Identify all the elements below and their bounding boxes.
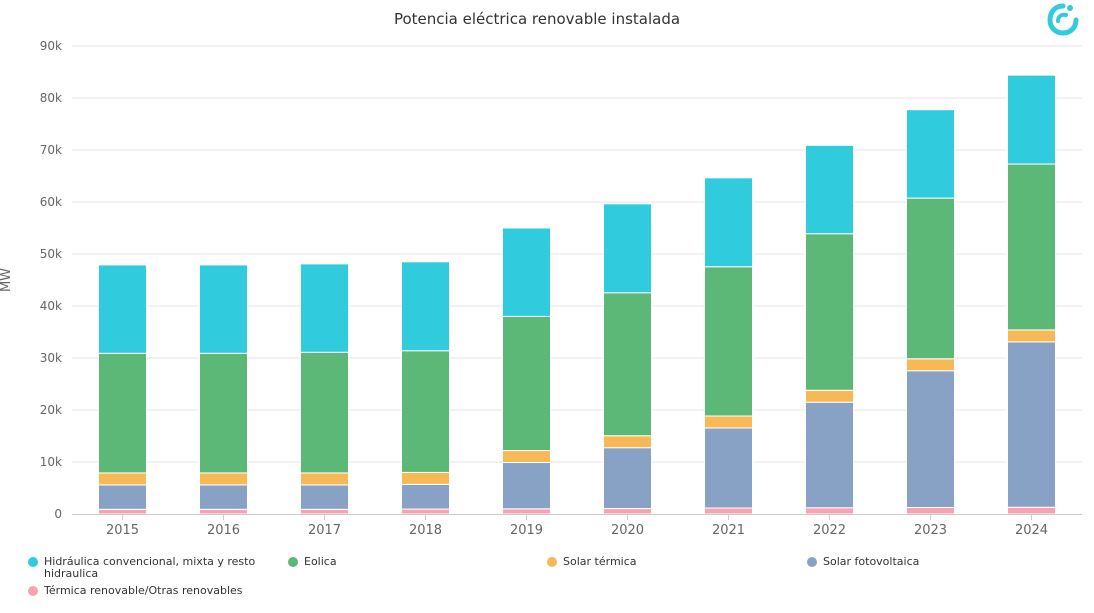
y-tick-label: 30k [40, 351, 62, 365]
x-tick-label: 2020 [611, 523, 644, 538]
bar-segment[interactable] [401, 471, 450, 485]
x-tick-label: 2022 [813, 523, 846, 538]
bar-segment[interactable] [98, 484, 147, 510]
legend-item-eolica[interactable]: Eolica [288, 556, 337, 568]
bar-segment[interactable] [502, 227, 551, 317]
y-tick-label: 90k [40, 39, 62, 53]
x-tick-label: 2023 [914, 523, 947, 538]
bar-segment[interactable] [199, 264, 248, 354]
bar-segment[interactable] [603, 435, 652, 449]
y-tick-label: 60k [40, 195, 62, 209]
bar-segment[interactable] [906, 197, 955, 360]
legend-marker-hidraulica [28, 557, 38, 567]
legend-label-hidraulica: Hidráulica convencional, mixta y resto h… [44, 555, 256, 580]
bar-segment[interactable] [1007, 506, 1056, 515]
stacked-bar-chart: 0 10k 20k 30k 40k 50k 60k 70k 80k 90k MW 2015 2016 20… [0, 39, 1082, 538]
bar-segment[interactable] [98, 264, 147, 354]
legend-item-solar-fotovoltaica[interactable]: Solar fotovoltaica [807, 556, 919, 568]
bar-segment[interactable] [502, 508, 551, 515]
bar-segment[interactable] [401, 261, 450, 352]
legend-item-termica-renovable[interactable]: Térmica renovable/Otras renovables [28, 585, 243, 597]
y-tick-label: 80k [40, 91, 62, 105]
legend-item-hidraulica[interactable]: Hidráulica convencional, mixta y resto h… [28, 556, 288, 580]
bar-segment[interactable] [98, 472, 147, 486]
bar-segment[interactable] [199, 352, 248, 474]
bar-segment[interactable] [805, 144, 854, 235]
bar-segment[interactable] [603, 203, 652, 294]
y-tick-label: 70k [40, 143, 62, 157]
bar-segment[interactable] [1007, 329, 1056, 343]
x-tick-label: 2017 [308, 523, 341, 538]
y-tick-label: 50k [40, 247, 62, 261]
bar-segment[interactable] [401, 350, 450, 473]
bar-segment[interactable] [906, 109, 955, 199]
legend-label-termica-renovable: Térmica renovable/Otras renovables [44, 584, 243, 597]
legend-label-eolica: Eolica [304, 555, 337, 568]
legend-marker-solar-termica [547, 557, 557, 567]
bar-segment[interactable] [199, 484, 248, 510]
legend-marker-termica-renovable [28, 586, 38, 596]
bar-segment[interactable] [502, 462, 551, 510]
bar-segment[interactable] [401, 508, 450, 515]
bar-segment[interactable] [98, 508, 147, 515]
x-tick-label: 2019 [510, 523, 543, 538]
brand-logo-icon [1047, 3, 1079, 36]
bar-segment[interactable] [906, 358, 955, 372]
bar-segment[interactable] [199, 508, 248, 515]
legend-item-solar-termica[interactable]: Solar térmica [547, 556, 637, 568]
x-tick-label: 2021 [712, 523, 745, 538]
bar-segment[interactable] [805, 389, 854, 403]
bar-segment[interactable] [906, 507, 955, 515]
bar-segment[interactable] [300, 508, 349, 515]
bar-segment[interactable] [1007, 341, 1056, 508]
y-tick-label: 20k [40, 403, 62, 417]
x-tick-label: 2016 [207, 523, 240, 538]
x-tick-label: 2018 [409, 523, 442, 538]
bar-segment[interactable] [704, 415, 753, 429]
bar-segment[interactable] [906, 370, 955, 508]
bar-segment[interactable] [704, 427, 753, 509]
bar-segment[interactable] [1007, 163, 1056, 331]
legend-marker-eolica [288, 557, 298, 567]
legend-label-solar-fotovoltaica: Solar fotovoltaica [823, 555, 920, 568]
bar-segment[interactable] [300, 484, 349, 510]
bar-segment[interactable] [502, 315, 551, 452]
bar-segment[interactable] [704, 177, 753, 268]
bar-segment[interactable] [603, 292, 652, 437]
bar-segment[interactable] [502, 450, 551, 464]
bar-segment[interactable] [603, 447, 652, 510]
bar-segment[interactable] [401, 483, 450, 510]
bar-segment[interactable] [300, 263, 349, 353]
x-tick-label: 2015 [106, 523, 139, 538]
bar-segment[interactable] [98, 352, 147, 474]
y-tick-label: 0 [54, 507, 62, 521]
bar-segment[interactable] [1007, 74, 1056, 165]
bar-segment[interactable] [805, 401, 854, 509]
bar-segment[interactable] [704, 266, 753, 417]
x-tick-label: 2024 [1015, 523, 1048, 538]
y-tick-label: 40k [40, 299, 62, 313]
legend-label-solar-termica: Solar térmica [563, 555, 637, 568]
chart-title: Potencia eléctrica renovable instalada [393, 10, 681, 28]
bar-segment[interactable] [805, 507, 854, 515]
chart-legend: Hidráulica convencional, mixta y resto h… [0, 552, 1094, 612]
y-tick-label: 10k [40, 455, 62, 469]
bar-segment[interactable] [300, 472, 349, 486]
y-axis-title: MW [0, 268, 14, 292]
bar-segment[interactable] [603, 508, 652, 515]
bar-segment[interactable] [805, 233, 854, 391]
bar-segment[interactable] [199, 472, 248, 486]
bar-segment[interactable] [704, 507, 753, 515]
bar-segment[interactable] [300, 351, 349, 474]
legend-marker-solar-fotovoltaica [807, 557, 817, 567]
